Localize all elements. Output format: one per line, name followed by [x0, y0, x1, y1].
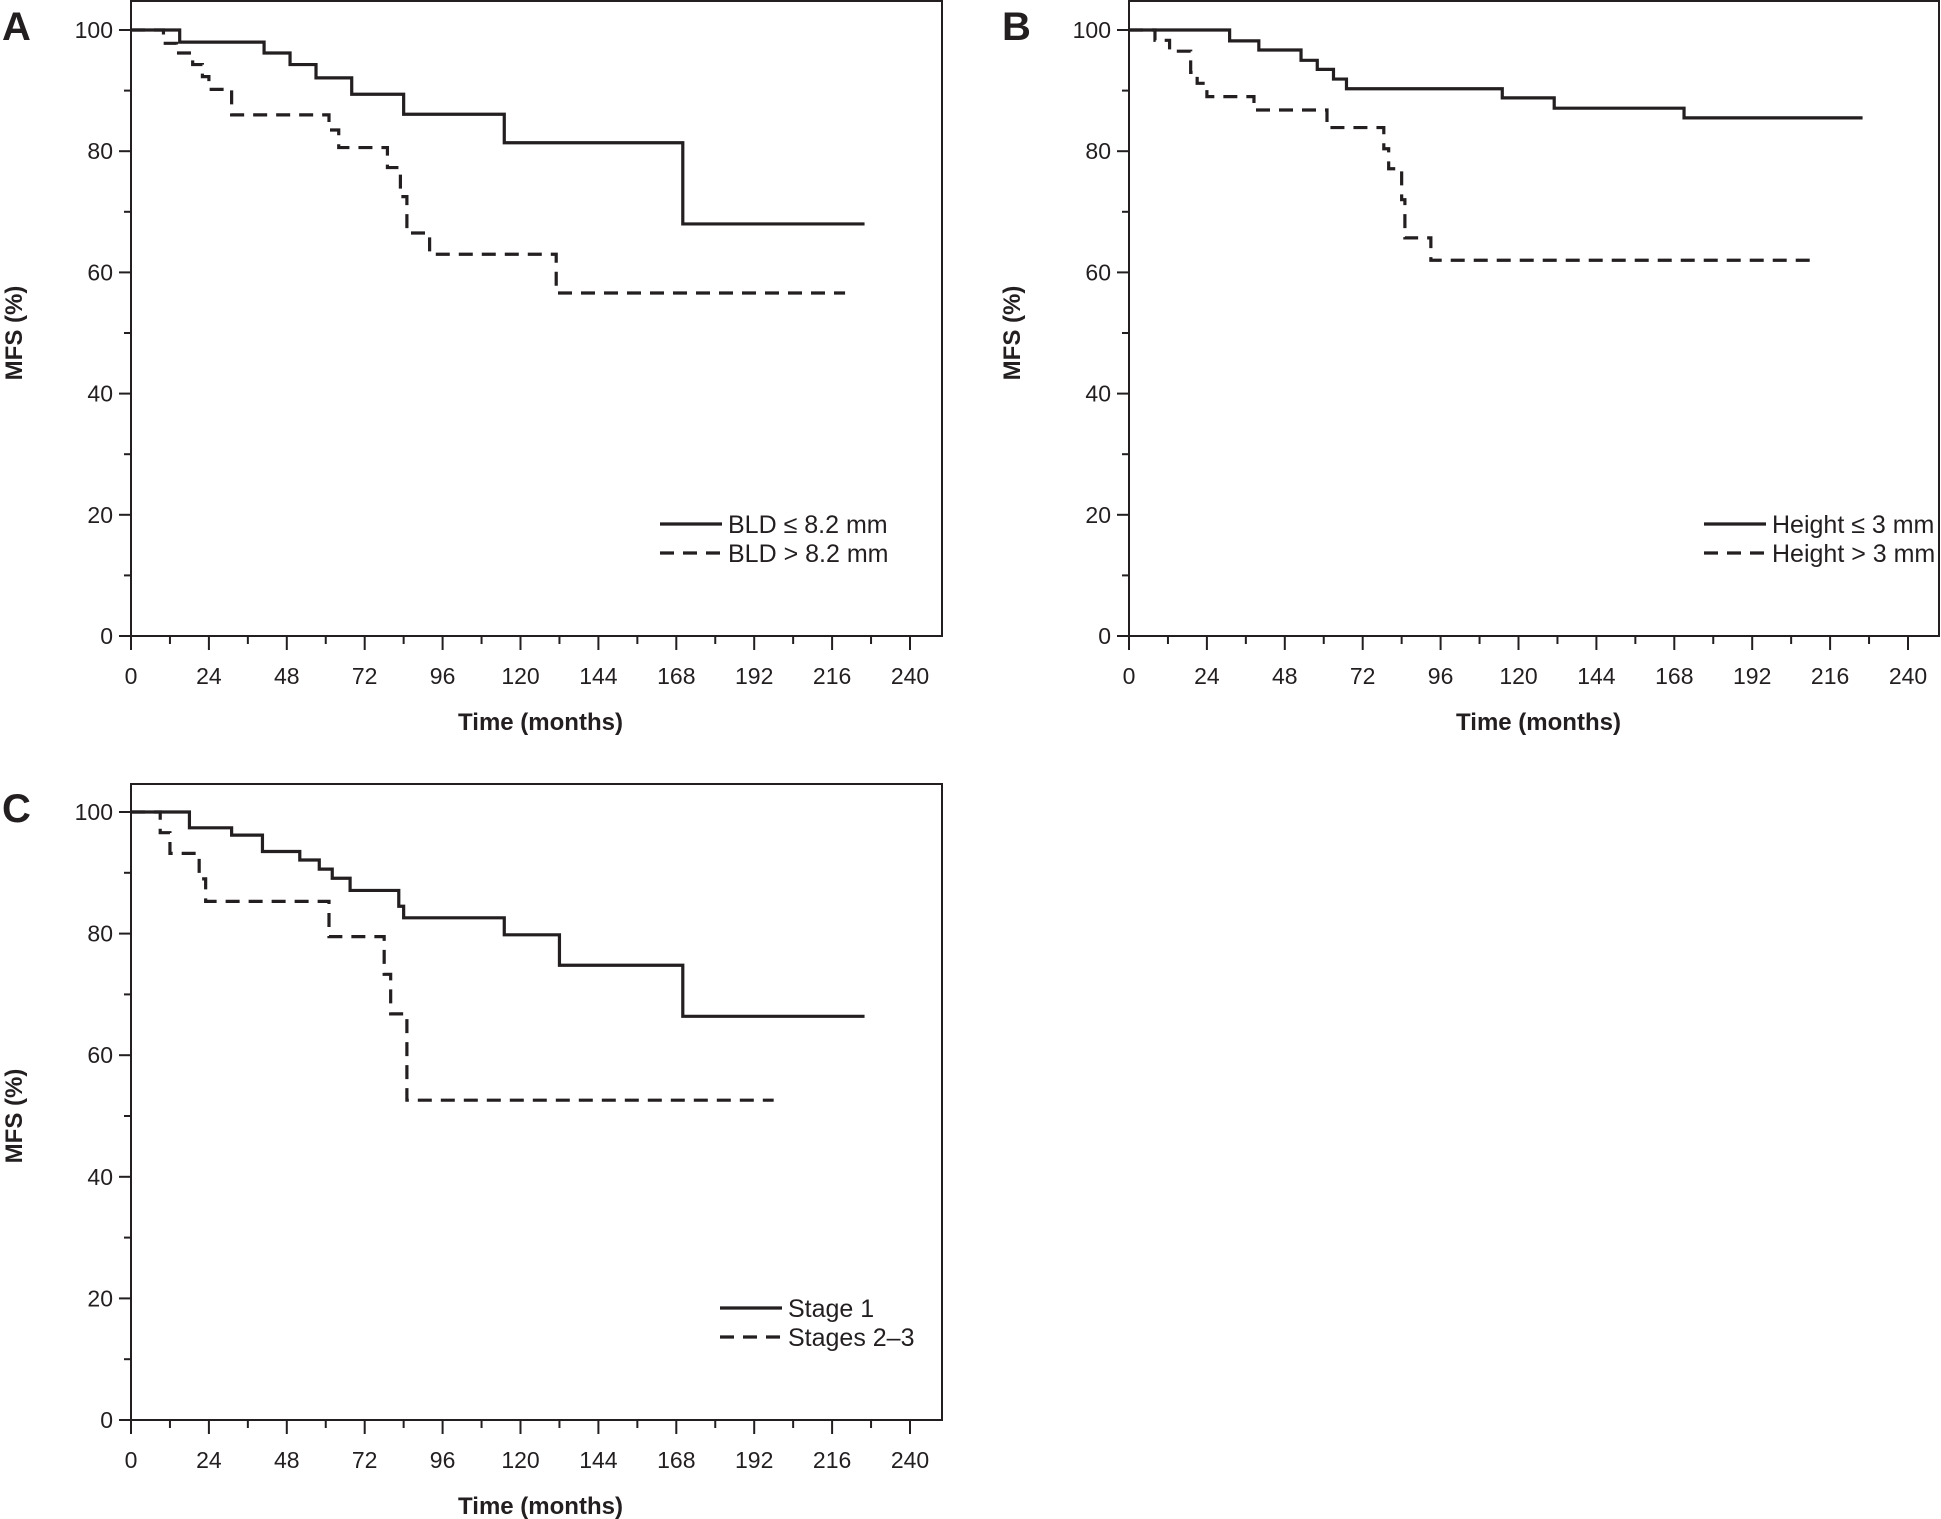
x-tick-label: 96	[430, 663, 456, 689]
legend-label: Stage 1	[788, 1295, 874, 1323]
panel-a: A 0 20 40 60 80 100 0 24 48 72 96 120 144 168 192 216 240…	[1, 0, 943, 736]
y-tick-label: 40	[1085, 381, 1111, 407]
y-tick-label: 40	[87, 1164, 113, 1190]
legend-label: BLD > 8.2 mm	[728, 540, 888, 568]
x-axis-title: Time (months)	[458, 709, 623, 736]
legend-label: Height ≤ 3 mm	[1772, 511, 1934, 539]
x-tick-label: 192	[735, 1447, 773, 1473]
y-tick-label: 20	[1085, 502, 1111, 528]
x-tick-label: 120	[501, 663, 539, 689]
km-curve-dashed	[131, 810, 774, 1102]
panel-letter: B	[1002, 5, 1031, 49]
y-tick-label: 60	[87, 1042, 113, 1068]
y-tick-label: 80	[1085, 138, 1111, 164]
x-tick-label: 168	[657, 663, 695, 689]
y-tick-label: 100	[75, 17, 113, 43]
x-axis-title: Time (months)	[1456, 709, 1621, 736]
x-tick-label: 48	[1272, 663, 1298, 689]
x-tick-label: 0	[125, 663, 138, 689]
x-tick-label: 0	[1123, 663, 1136, 689]
x-tick-label: 24	[196, 663, 222, 689]
x-tick-label: 144	[579, 1447, 618, 1473]
x-axis-title: Time (months)	[458, 1493, 623, 1519]
x-tick-label: 192	[1733, 663, 1771, 689]
y-tick-label: 60	[87, 259, 113, 285]
x-tick-label: 192	[735, 663, 773, 689]
x-tick-label: 240	[891, 1447, 929, 1473]
km-curve-dashed	[1129, 28, 1811, 262]
y-axis-title: MFS (%)	[1, 1069, 28, 1164]
y-tick-label: 80	[87, 921, 113, 947]
x-tick-label: 216	[813, 663, 851, 689]
x-tick-label: 72	[1350, 663, 1376, 689]
x-tick-label: 216	[813, 1447, 851, 1473]
plot-frame	[1128, 0, 1940, 637]
panel-letter: C	[2, 787, 31, 831]
x-tick-label: 168	[1655, 663, 1693, 689]
x-tick-label: 144	[1577, 663, 1616, 689]
x-tick-label: 72	[352, 1447, 378, 1473]
x-tick-label: 120	[501, 1447, 539, 1473]
km-curve-solid	[1129, 28, 1863, 120]
y-tick-label: 20	[87, 502, 113, 528]
km-curve-dashed	[131, 28, 846, 295]
x-tick-label: 96	[1428, 663, 1454, 689]
plot-frame	[130, 0, 943, 637]
y-tick-label: 40	[87, 381, 113, 407]
km-curve-solid	[131, 810, 865, 1018]
panel-letter: A	[2, 5, 31, 49]
legend-label: Stages 2–3	[788, 1324, 915, 1352]
x-tick-label: 168	[657, 1447, 695, 1473]
x-tick-label: 24	[1194, 663, 1220, 689]
legend-label: BLD ≤ 8.2 mm	[728, 511, 888, 539]
y-tick-label: 100	[75, 799, 113, 825]
x-tick-label: 24	[196, 1447, 222, 1473]
x-tick-label: 0	[125, 1447, 138, 1473]
x-tick-label: 216	[1811, 663, 1849, 689]
y-tick-label: 80	[87, 138, 113, 164]
x-tick-label: 48	[274, 1447, 300, 1473]
x-tick-label: 144	[579, 663, 618, 689]
x-tick-label: 72	[352, 663, 378, 689]
x-tick-label: 120	[1499, 663, 1537, 689]
y-tick-label: 100	[1073, 17, 1111, 43]
y-tick-label: 0	[100, 623, 113, 649]
km-curve-solid	[131, 28, 865, 226]
panel-c: C 0 20 40 60 80 100 0 24 48 72 96 120 144 168 192 216 240…	[1, 783, 943, 1519]
y-tick-label: 20	[87, 1285, 113, 1311]
x-tick-label: 240	[1889, 663, 1927, 689]
y-tick-label: 0	[1098, 623, 1111, 649]
x-tick-label: 96	[430, 1447, 456, 1473]
x-tick-label: 240	[891, 663, 929, 689]
legend-label: Height > 3 mm	[1772, 540, 1935, 568]
plot-frame	[130, 783, 943, 1421]
y-tick-label: 0	[100, 1407, 113, 1433]
panel-b: B 0 20 40 60 80 100 0 24 48 72 96 120 144 168 192 216 240…	[999, 0, 1940, 736]
y-axis-title: MFS (%)	[999, 286, 1026, 381]
y-tick-label: 60	[1085, 259, 1111, 285]
x-tick-label: 48	[274, 663, 300, 689]
y-axis-title: MFS (%)	[1, 286, 28, 381]
